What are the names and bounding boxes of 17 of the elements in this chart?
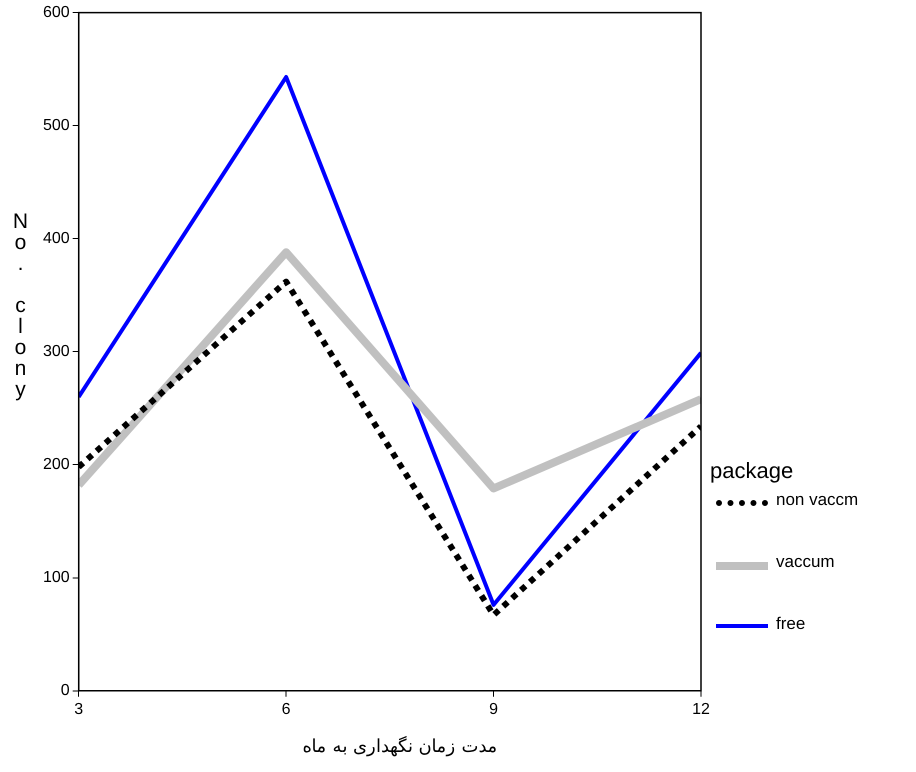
x-tick-label: 6 — [282, 700, 291, 718]
y-tick-label: 200 — [42, 456, 70, 474]
y-axis-title: No. clony — [8, 210, 32, 399]
y-tick-label: 100 — [42, 569, 70, 586]
x-axis-title: مدت زمان نگهداری به ماه — [302, 735, 498, 757]
y-tick-label: 600 — [42, 4, 70, 22]
y-tick-label: 500 — [42, 117, 70, 134]
legend-label: free — [776, 614, 806, 634]
x-tick-label: 12 — [692, 700, 710, 718]
legend-label: vaccum — [776, 552, 835, 572]
x-tick-label: 9 — [489, 700, 498, 718]
y-tick-label: 400 — [42, 230, 70, 248]
legend-label: non vaccm — [776, 490, 858, 510]
legend-title: package — [710, 458, 794, 484]
y-tick-label: 300 — [42, 343, 70, 360]
y-tick-label: 0 — [60, 682, 70, 700]
x-tick-label: 3 — [74, 700, 84, 718]
